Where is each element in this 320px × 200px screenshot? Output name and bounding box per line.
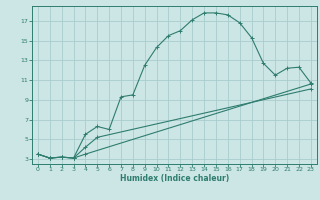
X-axis label: Humidex (Indice chaleur): Humidex (Indice chaleur) <box>120 174 229 183</box>
